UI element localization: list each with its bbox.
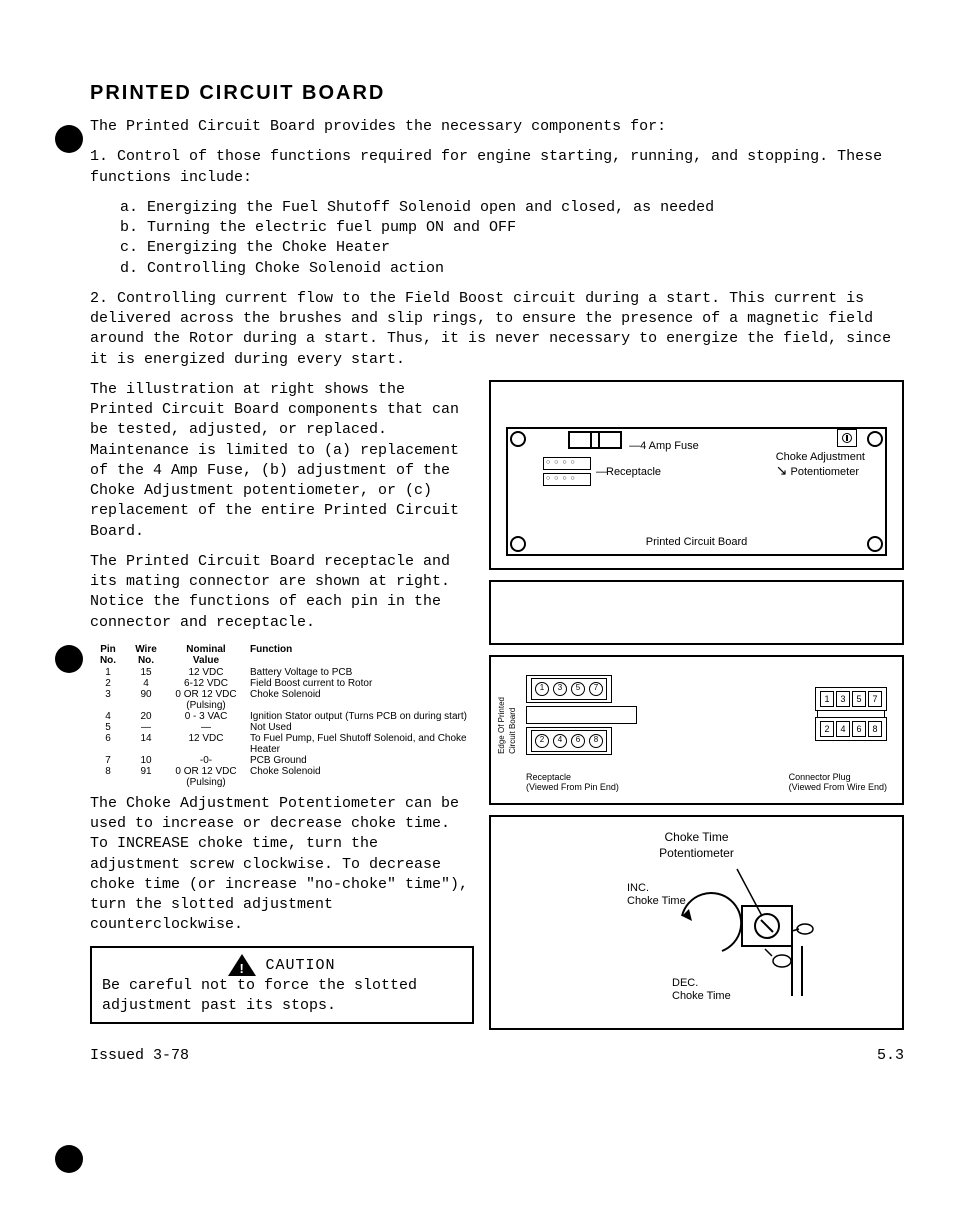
- para-5: The Choke Adjustment Potentiometer can b…: [90, 794, 474, 936]
- table-cell: Choke Solenoid: [246, 689, 474, 711]
- table-row: 11512 VDCBattery Voltage to PCB: [90, 667, 474, 678]
- table-cell: 4: [90, 711, 126, 722]
- table-cell: 0 - 3 VAC: [166, 711, 246, 722]
- table-cell: Field Boost current to Rotor: [246, 678, 474, 689]
- table-row: 3900 OR 12 VDC(Pulsing)Choke Solenoid: [90, 689, 474, 711]
- sub-c: c. Energizing the Choke Heater: [120, 238, 904, 258]
- punch-hole: [55, 125, 83, 153]
- punch-hole: [55, 645, 83, 673]
- figure-connector: Edge Of PrintedCircuit Board 1357 2468: [489, 655, 904, 805]
- th-pin: PinNo.: [90, 643, 126, 667]
- table-row: 8910 OR 12 VDC(Pulsing)Choke Solenoid: [90, 766, 474, 788]
- caution-label: CAUTION: [266, 956, 336, 973]
- table-cell: -0-: [166, 755, 246, 766]
- sub-a: a. Energizing the Fuel Shutoff Solenoid …: [120, 198, 904, 218]
- receptacle-icon: ○ ○ ○ ○: [543, 457, 591, 470]
- issued-date: Issued 3-78: [90, 1046, 189, 1066]
- table-row: 246-12 VDCField Boost current to Rotor: [90, 678, 474, 689]
- intro-text: The Printed Circuit Board provides the n…: [90, 117, 904, 137]
- table-cell: 7: [90, 755, 126, 766]
- fuse-icon: [568, 431, 592, 449]
- right-column: —4 Amp Fuse ○ ○ ○ ○ ○ ○ ○ ○ — Receptacle…: [489, 380, 904, 1040]
- table-cell: 6: [90, 733, 126, 755]
- para-2: 2. Controlling current flow to the Field…: [90, 289, 904, 370]
- mounting-hole: [867, 431, 883, 447]
- pin-table: PinNo. WireNo. NominalValue Function 115…: [90, 643, 474, 788]
- pot-label: Potentiometer: [791, 466, 859, 478]
- table-cell: 20: [126, 711, 166, 722]
- choke-adj-label: Choke Adjustment: [776, 451, 865, 463]
- para-4: The Printed Circuit Board receptacle and…: [90, 552, 474, 633]
- fuse-label: 4 Amp Fuse: [640, 440, 699, 452]
- sub-d: d. Controlling Choke Solenoid action: [120, 259, 904, 279]
- table-cell: 2: [90, 678, 126, 689]
- table-row: 61412 VDCTo Fuel Pump, Fuel Shutoff Sole…: [90, 733, 474, 755]
- potentiometer-icon: [837, 429, 857, 447]
- th-func: Function: [246, 643, 474, 667]
- table-cell: 5: [90, 722, 126, 733]
- svg-text:DEC.: DEC.: [672, 977, 698, 989]
- page-footer: Issued 3-78 5.3: [90, 1046, 904, 1066]
- figure-choke-pot: Choke Time Potentiometer INC. Choke Time…: [489, 815, 904, 1030]
- table-cell: 0 OR 12 VDC(Pulsing): [166, 766, 246, 788]
- svg-text:Choke Time: Choke Time: [627, 895, 686, 907]
- table-cell: Not Used: [246, 722, 474, 733]
- receptacle-icon: ○ ○ ○ ○: [543, 473, 591, 486]
- table-cell: —: [126, 722, 166, 733]
- table-cell: 8: [90, 766, 126, 788]
- recept-label: Receptacle: [606, 465, 661, 480]
- table-cell: Ignition Stator output (Turns PCB on dur…: [246, 711, 474, 722]
- th-nom: NominalValue: [166, 643, 246, 667]
- figure-spacer: [489, 580, 904, 645]
- page-number: 5.3: [877, 1046, 904, 1066]
- th-wire: WireNo.: [126, 643, 166, 667]
- table-cell: 14: [126, 733, 166, 755]
- table-cell: Choke Solenoid: [246, 766, 474, 788]
- table-cell: PCB Ground: [246, 755, 474, 766]
- table-cell: 12 VDC: [166, 667, 246, 678]
- para-3: The illustration at right shows the Prin…: [90, 380, 474, 542]
- caution-text: Be careful not to force the slotted adju…: [102, 976, 462, 1017]
- edge-label: Edge Of PrintedCircuit Board: [497, 697, 519, 754]
- table-cell: 12 VDC: [166, 733, 246, 755]
- figure-pcb: —4 Amp Fuse ○ ○ ○ ○ ○ ○ ○ ○ — Receptacle…: [489, 380, 904, 570]
- table-cell: 1: [90, 667, 126, 678]
- caution-header: CAUTION: [102, 954, 462, 976]
- page-title: PRINTED CIRCUIT BOARD: [90, 80, 904, 107]
- table-cell: —: [166, 722, 246, 733]
- plug-diagram: 1357 2468: [815, 687, 887, 741]
- table-cell: 10: [126, 755, 166, 766]
- table-cell: 91: [126, 766, 166, 788]
- fuse-icon: [598, 431, 622, 449]
- table-cell: 90: [126, 689, 166, 711]
- warning-icon: [228, 954, 256, 976]
- pcb-label: Printed Circuit Board: [508, 535, 885, 550]
- mounting-hole: [510, 431, 526, 447]
- sub-b: b. Turning the electric fuel pump ON and…: [120, 218, 904, 238]
- fig4-title: Choke Time: [499, 829, 894, 845]
- punch-hole: [55, 1145, 83, 1173]
- table-cell: To Fuel Pump, Fuel Shutoff Solenoid, and…: [246, 733, 474, 755]
- left-column: The illustration at right shows the Prin…: [90, 380, 474, 1024]
- table-row: 4200 - 3 VACIgnition Stator output (Turn…: [90, 711, 474, 722]
- potentiometer-diagram: INC. Choke Time DEC. Choke Time: [567, 861, 827, 1001]
- para-1: 1. Control of those functions required f…: [90, 147, 904, 188]
- table-cell: 0 OR 12 VDC(Pulsing): [166, 689, 246, 711]
- fig4-sub: Potentiometer: [499, 845, 894, 861]
- table-row: 710-0-PCB Ground: [90, 755, 474, 766]
- svg-text:INC.: INC.: [627, 882, 649, 894]
- table-cell: 15: [126, 667, 166, 678]
- table-cell: Battery Voltage to PCB: [246, 667, 474, 678]
- table-row: 5——Not Used: [90, 722, 474, 733]
- caution-box: CAUTION Be careful not to force the slot…: [90, 946, 474, 1025]
- recept-sub: (Viewed From Pin End): [526, 783, 619, 793]
- receptacle-diagram: 1357 2468: [526, 675, 637, 755]
- sublist: a. Energizing the Fuel Shutoff Solenoid …: [120, 198, 904, 279]
- table-cell: 4: [126, 678, 166, 689]
- table-cell: 6-12 VDC: [166, 678, 246, 689]
- table-header-row: PinNo. WireNo. NominalValue Function: [90, 643, 474, 667]
- table-cell: 3: [90, 689, 126, 711]
- plug-sub: (Viewed From Wire End): [789, 783, 887, 793]
- svg-text:Choke Time: Choke Time: [672, 990, 731, 1001]
